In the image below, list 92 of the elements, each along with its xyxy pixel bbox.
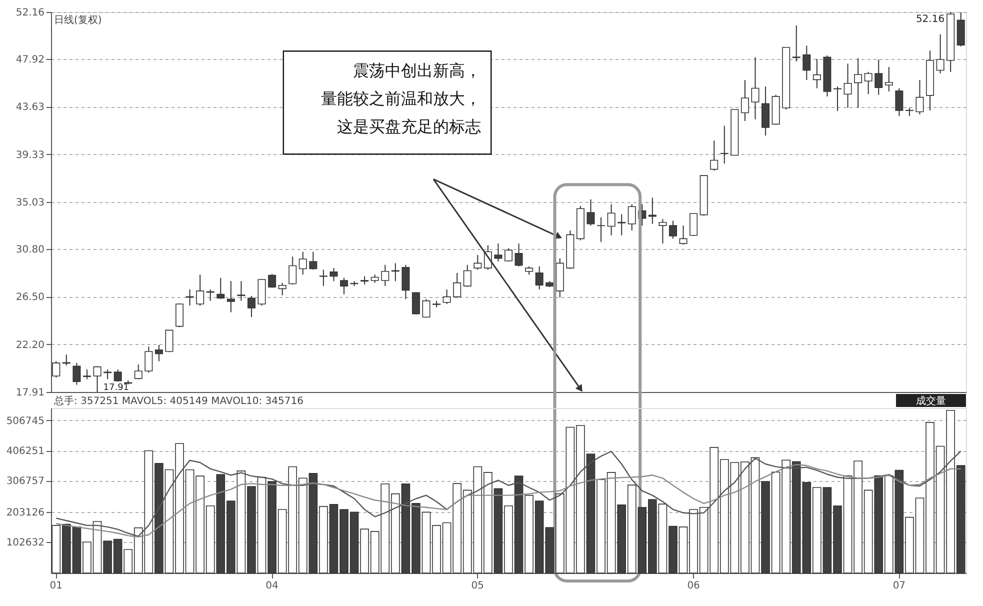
y-tick-label: 43.63 — [16, 102, 44, 114]
candlestick — [792, 24, 800, 62]
candlestick — [874, 58, 883, 96]
candlestick — [710, 140, 718, 172]
candlestick — [330, 268, 338, 282]
candlestick — [278, 282, 286, 296]
y-tick-label: 30.80 — [16, 244, 44, 256]
candlestick — [844, 63, 852, 108]
candlestick — [268, 273, 276, 288]
x-tick-label: 04 — [266, 580, 278, 592]
candlestick — [751, 56, 760, 120]
candlestick — [381, 264, 390, 287]
annotation: 52.16 — [916, 14, 945, 25]
candlestick — [453, 272, 462, 298]
candlestick — [586, 198, 595, 226]
annotation: 日线(复权) — [54, 14, 102, 26]
candlestick — [597, 216, 606, 242]
candlestick — [854, 58, 862, 108]
candlestick — [442, 288, 451, 305]
candlestick — [916, 80, 924, 115]
y-tick-label: 406251 — [6, 446, 44, 458]
y-tick-label: 17.91 — [16, 388, 44, 398]
candlestick — [288, 256, 297, 285]
x-tick-label: 07 — [892, 580, 906, 592]
y-tick-label: 306757 — [6, 476, 44, 488]
candlestick — [309, 251, 318, 270]
candlestick — [154, 344, 163, 362]
candlestick — [104, 368, 112, 380]
candlestick — [402, 264, 410, 300]
x-tick-label: 01 — [50, 580, 63, 592]
y-tick-label: 203126 — [6, 507, 44, 518]
y-tick-label: 26.50 — [16, 292, 44, 304]
candlestick — [679, 225, 688, 246]
candlestick — [648, 197, 656, 224]
text: 成交量 — [916, 395, 946, 407]
candlestick — [936, 34, 944, 74]
candlestick — [114, 368, 122, 382]
text: 总手: 357251 MAVOL5: 405149 MAVOL10: 345716 — [53, 395, 304, 407]
candlestick — [740, 80, 749, 122]
candlestick — [134, 364, 142, 380]
annotation: 震荡中创出新高， — [353, 61, 482, 80]
line-series — [56, 450, 962, 537]
candlestick — [864, 71, 872, 95]
candlestick — [422, 298, 430, 318]
candlestick — [340, 277, 348, 295]
candlestick — [494, 243, 502, 262]
annotation: 量能较之前温和放大， — [321, 89, 482, 108]
annotation: 17.91 — [103, 383, 130, 393]
candlestick — [237, 280, 246, 302]
y-tick-label: 47.92 — [16, 54, 44, 66]
candlestick — [720, 125, 728, 164]
candlestick — [762, 86, 770, 136]
candlestick — [144, 346, 153, 374]
candlestick — [196, 274, 204, 306]
candlestick — [319, 269, 328, 287]
candlestick — [72, 362, 81, 386]
y-tick-label: 506745 — [6, 416, 44, 427]
candlestick — [628, 204, 636, 231]
candlestick — [884, 66, 893, 92]
candlestick — [802, 45, 811, 81]
candlestick — [690, 212, 698, 237]
candlestick — [226, 280, 235, 313]
candlestick — [812, 58, 821, 89]
candlestick — [82, 368, 91, 380]
candlestick — [504, 248, 512, 262]
candlestick — [463, 264, 472, 288]
candlestick — [52, 360, 60, 378]
candlestick — [391, 262, 400, 282]
y-tick-label: 35.03 — [16, 198, 44, 209]
candlestick — [412, 292, 420, 315]
candlestick — [93, 366, 102, 392]
candlestick — [833, 86, 842, 112]
candlestick — [474, 254, 482, 270]
candlestick — [668, 220, 677, 240]
y-tick-label: 39.33 — [16, 150, 44, 161]
candlestick — [247, 295, 256, 318]
x-tick-label: 06 — [687, 580, 700, 592]
x-tick-label: 05 — [471, 580, 484, 592]
annotation: 这是买盘充足的标志 — [337, 117, 482, 136]
candlestick — [895, 88, 904, 117]
y-tick-label: 22.20 — [16, 340, 44, 351]
candlestick — [176, 302, 184, 328]
candlestick — [514, 243, 523, 267]
y-tick-label: 52.16 — [16, 8, 44, 18]
candlestick — [298, 251, 307, 276]
candlestick — [607, 204, 616, 236]
candlestick — [618, 214, 626, 236]
candlestick — [658, 218, 667, 244]
y-tick-label: 102632 — [6, 538, 44, 549]
line-series — [56, 464, 962, 538]
candlestick — [216, 277, 225, 300]
candlestick — [535, 266, 544, 290]
